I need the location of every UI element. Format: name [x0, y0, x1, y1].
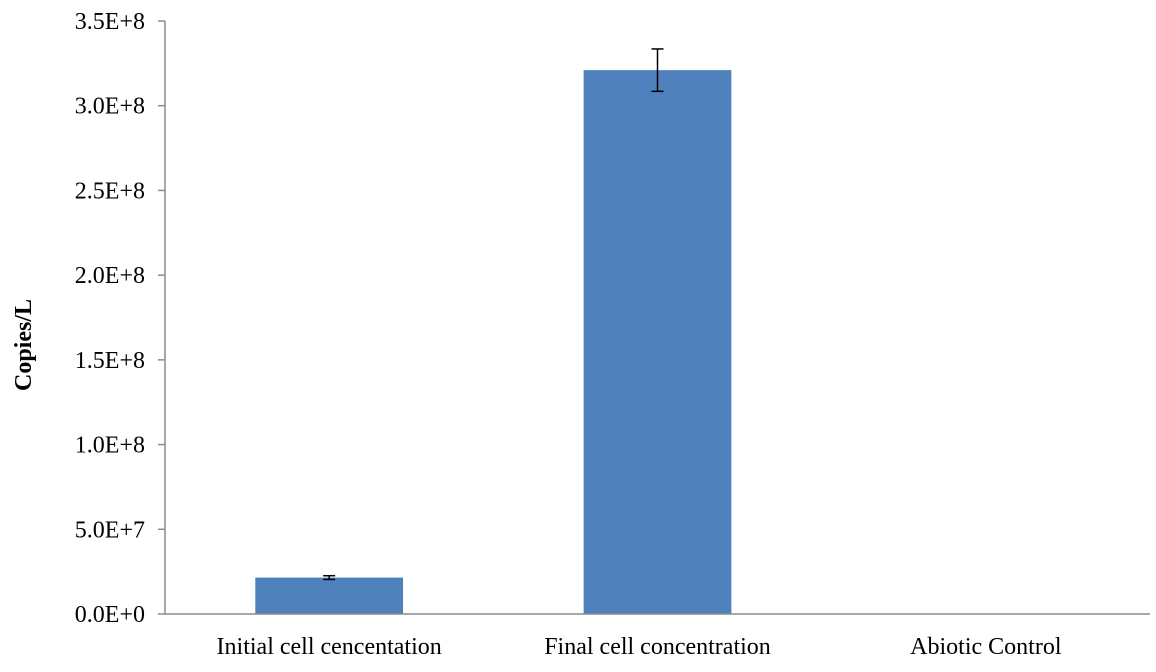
y-tick-label: 2.5E+8 [75, 178, 145, 204]
y-tick-label: 0.0E+0 [75, 602, 145, 628]
y-tick-label: 1.5E+8 [75, 348, 145, 374]
error-bars-group [323, 48, 664, 581]
bar [583, 70, 732, 615]
y-ticks-group: 0.0E+0 5.0E+7 1.0E+8 1.5E+8 2.0E+8 2.5E+8 3.0E… [75, 9, 165, 628]
x-category-label: Final cell concentration [544, 634, 771, 660]
bars-group [255, 70, 1060, 615]
x-category-label: Initial cell cencentation [217, 634, 442, 660]
x-labels-group: Initial cell cencentation Final cell conc… [217, 634, 1062, 660]
y-tick-label: 2.0E+8 [75, 263, 145, 289]
bar [255, 577, 404, 614]
x-category-label: Abiotic Control [910, 634, 1062, 660]
y-axis-title: Copies/L [11, 299, 37, 391]
y-tick-label: 5.0E+7 [75, 517, 145, 543]
y-tick-label: 1.0E+8 [75, 433, 145, 459]
y-tick-label: 3.5E+8 [75, 9, 145, 35]
y-tick-label: 3.0E+8 [75, 94, 145, 120]
